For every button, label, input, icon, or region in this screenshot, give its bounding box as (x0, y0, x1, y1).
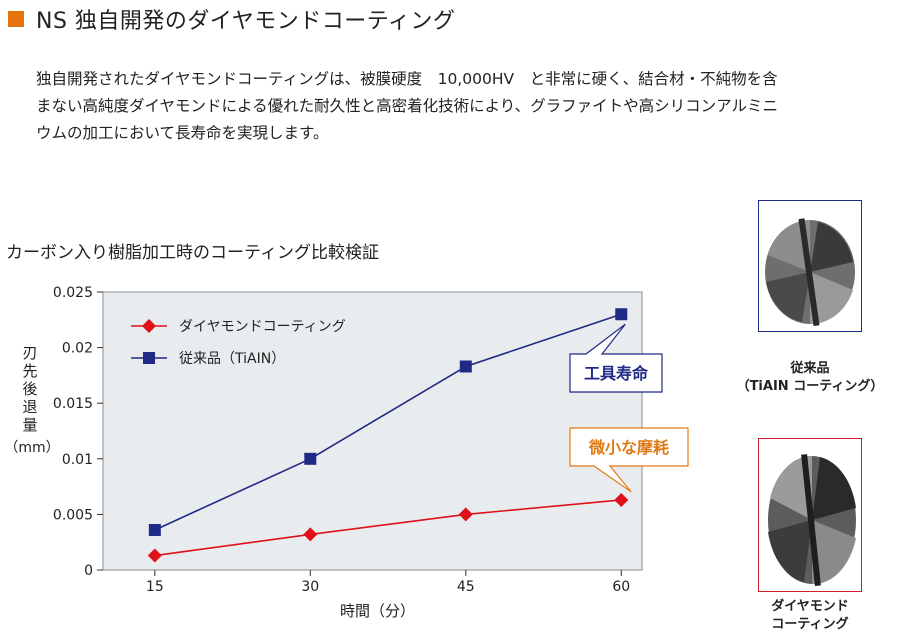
y-axis-label: （mm） (4, 440, 59, 456)
callout-box (569, 427, 689, 493)
diamond-marker (458, 507, 473, 522)
legend-label: ダイヤモンドコーティング (179, 319, 346, 335)
y-axis-label: 後 (22, 380, 37, 398)
y-axis-label: 先 (22, 362, 37, 380)
section-heading: NS 独自開発のダイヤモンドコーティング (8, 4, 455, 34)
callout-box (569, 323, 663, 393)
y-tick-label: 0 (84, 563, 93, 579)
x-tick-label: 15 (146, 579, 164, 595)
diamond-marker (614, 492, 629, 507)
y-tick-label: 0.01 (62, 452, 93, 468)
plot-area (102, 291, 643, 571)
diamond-marker (303, 527, 318, 542)
caption-line: （TiAIN コーティング） (736, 379, 884, 394)
square-marker (148, 523, 161, 536)
caption-line: 従来品 (790, 361, 830, 376)
diamond-tool-photo (758, 438, 862, 592)
intro-paragraph: 独自開発されたダイヤモンドコーティングは、被膜硬度 10,000HV と非常に硬… (36, 66, 886, 147)
diamond-endmill-tip-image (758, 438, 862, 592)
wear-comparison-chart: 0 0.005 0.01 0.015 0.02 0.025 15 30 45 60 時間（分） 刃先後… (4, 285, 689, 620)
chart-title: カーボン入り樹脂加工時のコーティング比較検証 (6, 243, 379, 263)
square-marker (304, 452, 317, 465)
y-axis-label: 刃 (22, 344, 37, 362)
square-marker (615, 308, 628, 321)
caption-line: ダイヤモンド (771, 599, 849, 614)
intro-line: まない高純度ダイヤモンドによる優れた耐久性と高密着化技術により、グラファイトや高… (36, 97, 778, 115)
page-title: NS 独自開発のダイヤモンドコーティング (36, 9, 456, 34)
x-tick-label: 45 (457, 579, 475, 595)
intro-line: ウムの加工において長寿命を実現します。 (36, 124, 329, 142)
conventional-tool-photo (758, 200, 862, 332)
diamond-marker (147, 548, 162, 563)
caption-line: コーティング (771, 617, 849, 632)
diamond-series-line (154, 499, 622, 557)
callout-text: 微小な摩耗 (588, 438, 669, 457)
minor-wear-callout: 微小な摩耗 (569, 427, 689, 493)
y-axis-label: 量 (22, 416, 37, 434)
y-tick-label: 0.015 (53, 396, 93, 412)
y-tick-label: 0.02 (62, 341, 93, 357)
conventional-caption: 従来品 （TiAIN コーティング） (732, 360, 888, 396)
intro-line: 独自開発されたダイヤモンドコーティングは、被膜硬度 10,000HV と非常に硬… (36, 70, 778, 88)
diamond-caption: ダイヤモンド コーティング (732, 598, 888, 634)
tool-life-callout: 工具寿命 (569, 323, 663, 393)
conventional-endmill-tip-image (758, 200, 862, 332)
y-tick-label: 0.025 (53, 285, 93, 301)
square-marker (459, 360, 472, 373)
legend-label: 従来品（TiAIN） (179, 351, 285, 367)
x-axis-label: 時間（分） (340, 602, 415, 620)
x-tick-label: 30 (301, 579, 319, 595)
x-tick-label: 60 (612, 579, 630, 595)
y-axis-label: 退 (22, 398, 37, 416)
callout-text: 工具寿命 (584, 364, 649, 383)
heading-square-icon (8, 11, 24, 27)
conventional-series-line (154, 313, 622, 531)
square-marker (143, 352, 155, 364)
diamond-marker (142, 319, 156, 333)
y-tick-label: 0.005 (53, 507, 93, 523)
